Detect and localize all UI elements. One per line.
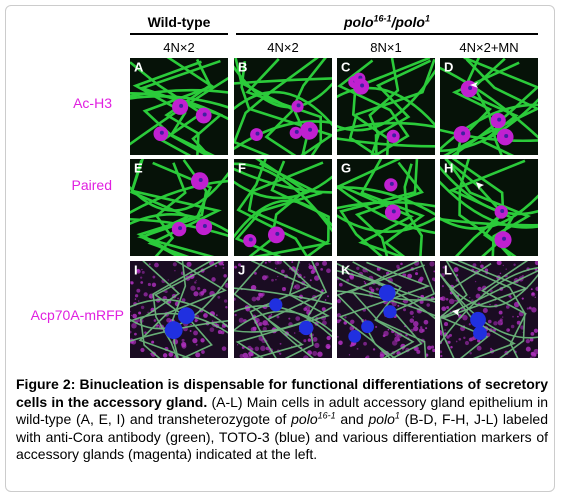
panel-letter: C <box>341 60 351 75</box>
panel-letter: K <box>341 263 351 278</box>
row-label: Acp70A-mRFP <box>30 307 124 323</box>
text-segment: (B-D, F-H, J-L) labeled with anti-Cora a… <box>16 411 548 462</box>
panel-letter: A <box>134 60 144 75</box>
column-label: 4N×2 <box>267 40 299 55</box>
panel-letter: F <box>238 161 246 176</box>
text-segment: Wild-type <box>147 14 211 30</box>
panel-letter: H <box>444 161 453 176</box>
micrograph: C <box>337 58 435 155</box>
micrograph: G <box>337 159 435 256</box>
column-label: 8N×1 <box>370 40 402 55</box>
text-segment: 1 <box>394 410 400 421</box>
text-segment: and <box>335 411 369 427</box>
micrograph: B <box>234 58 332 155</box>
panel-letter: L <box>444 263 452 278</box>
text-segment: Figure 2: Binucleation is dispensable fo… <box>16 376 548 410</box>
caption: Figure 2: Binucleation is dispensable fo… <box>16 376 548 464</box>
panel-letter: I <box>134 263 138 278</box>
text-segment: polo <box>368 411 395 427</box>
panel-letter: B <box>238 60 247 75</box>
micrograph: D <box>440 58 538 155</box>
micrograph: E <box>130 159 228 256</box>
panel-letter: E <box>134 161 143 176</box>
panel-letter: G <box>341 161 351 176</box>
micrograph: J <box>234 261 332 358</box>
text-segment: 16-1 <box>373 13 392 24</box>
row-label: Paired <box>71 177 112 193</box>
text-segment: polo <box>291 411 318 427</box>
column-label: 4N×2+MN <box>459 40 519 55</box>
row-label: Ac-H3 <box>73 95 112 111</box>
micrograph: H <box>440 159 538 256</box>
text-segment: (A-L) Main cells in adult accessory glan… <box>16 393 548 428</box>
column-label: 4N×2 <box>163 40 195 55</box>
text-segment: polo <box>343 14 374 30</box>
figure-frame <box>5 5 555 492</box>
micrograph: A <box>130 58 228 155</box>
micrograph: K <box>337 261 435 358</box>
micrograph: I <box>130 261 228 358</box>
micrograph: L <box>440 261 538 358</box>
micrograph: F <box>234 159 332 256</box>
text-segment: 1 <box>424 13 430 24</box>
text-segment: 16-1 <box>317 410 336 421</box>
panel-letter: D <box>444 60 453 75</box>
text-segment: /polo <box>391 14 425 30</box>
group-header: Wild-type <box>130 14 228 35</box>
group-header: polo16-1/polo1 <box>236 14 538 35</box>
panel-letter: J <box>238 263 245 278</box>
